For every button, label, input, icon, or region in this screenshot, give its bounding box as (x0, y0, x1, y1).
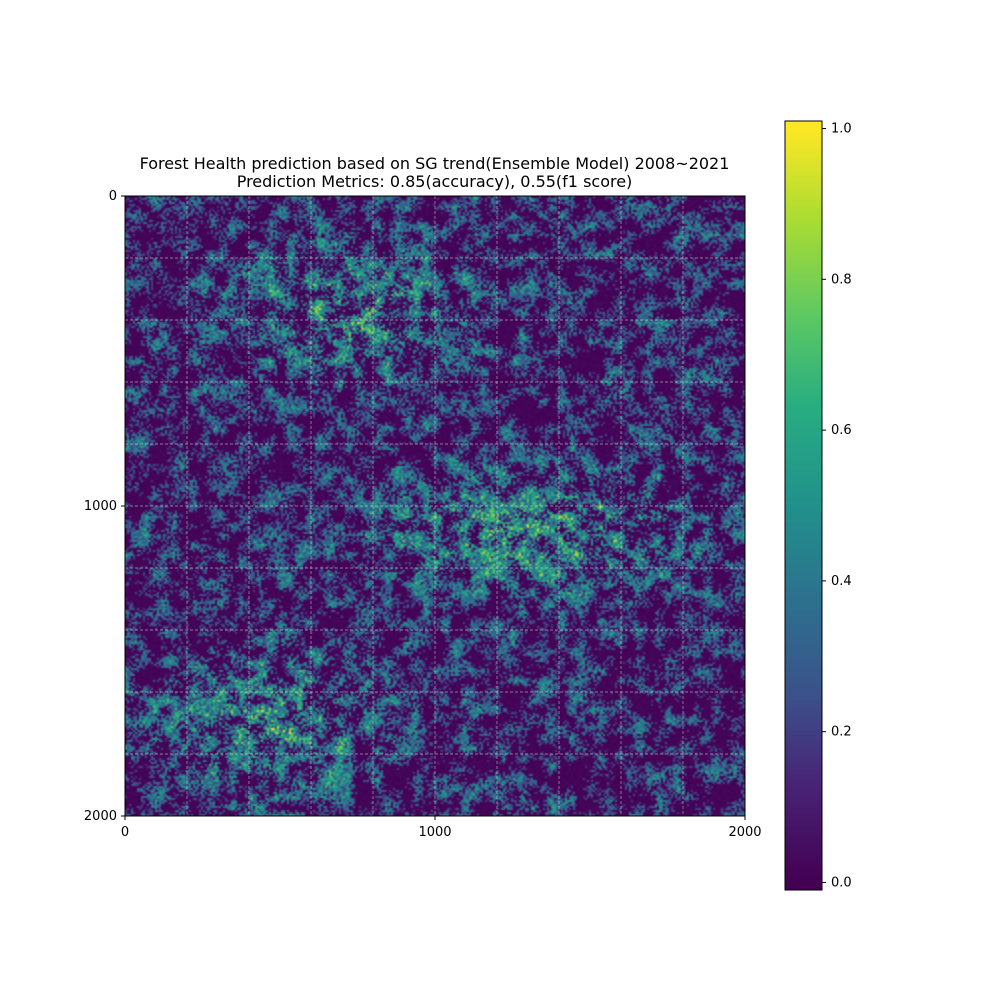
y-tick-label: 1000 (84, 499, 117, 514)
y-axis-ticks: 0 1000 2000 (84, 189, 125, 824)
x-axis-ticks: 0 1000 2000 (121, 816, 762, 840)
x-tick-label: 0 (121, 825, 129, 840)
colorbar-tick-label: 0.0 (831, 875, 852, 890)
colorbar-ticks: 0.0 0.2 0.4 0.6 0.8 1.0 (822, 122, 852, 890)
chart-subtitle: Prediction Metrics: 0.85(accuracy), 0.55… (236, 172, 633, 191)
y-tick-label: 2000 (84, 809, 117, 824)
y-tick-label: 0 (109, 189, 117, 204)
colorbar-tick-label: 0.2 (831, 725, 852, 740)
x-tick-label: 1000 (418, 825, 451, 840)
colorbar-frame (784, 120, 823, 891)
x-tick-label: 2000 (728, 825, 761, 840)
chart-title: Forest Health prediction based on SG tre… (139, 154, 730, 173)
grid-lines (125, 196, 745, 816)
colorbar-tick-label: 0.6 (831, 423, 852, 438)
colorbar-tick-label: 0.8 (831, 272, 852, 287)
colorbar-gradient (785, 121, 822, 890)
colorbar-tick-label: 1.0 (831, 122, 852, 137)
colorbar-tick-label: 0.4 (831, 574, 852, 589)
